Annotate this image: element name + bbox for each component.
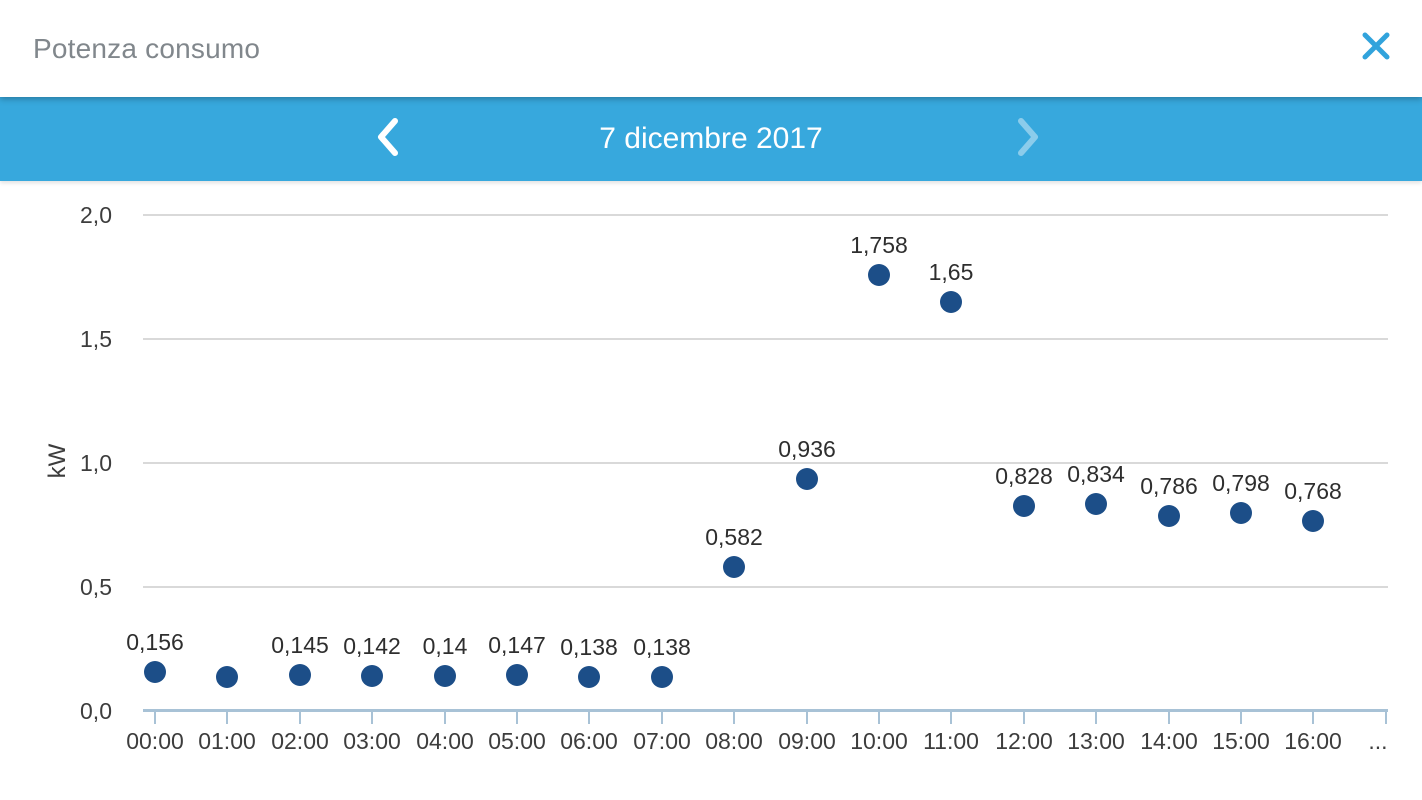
- gridline: [143, 338, 1388, 340]
- x-axis-tick-label: 03:00: [343, 728, 401, 754]
- x-axis-tick: [733, 711, 735, 724]
- data-point-label: 0,138: [633, 634, 691, 660]
- data-point-label: 0,582: [705, 524, 763, 550]
- data-point-label: 0,828: [995, 463, 1053, 489]
- data-point[interactable]: [506, 664, 528, 686]
- x-axis-line: [143, 709, 1388, 712]
- data-point[interactable]: [1302, 510, 1324, 532]
- data-point-label: 0,834: [1067, 461, 1125, 487]
- data-point-label: 0,156: [126, 629, 184, 655]
- x-axis-tick: [1168, 711, 1170, 724]
- data-point-label: 0,14: [422, 633, 468, 659]
- gridline: [143, 586, 1388, 588]
- x-axis-tick: [299, 711, 301, 724]
- data-point-label: 0,138: [560, 634, 618, 660]
- data-point-label: 0,936: [778, 436, 836, 462]
- data-point[interactable]: [144, 661, 166, 683]
- data-point-label: 0,768: [1284, 478, 1342, 504]
- x-axis-tick-label: 08:00: [705, 728, 763, 754]
- x-axis-tick: [806, 711, 808, 724]
- data-point[interactable]: [1013, 495, 1035, 517]
- x-icon: [1360, 30, 1392, 67]
- data-point[interactable]: [651, 666, 673, 688]
- x-axis-tick: [950, 711, 952, 724]
- y-axis-tick-label: 1,0: [80, 450, 112, 476]
- x-axis-tick: [371, 711, 373, 724]
- x-axis-tick-label: 07:00: [633, 728, 691, 754]
- y-axis-tick-label: 0,0: [80, 698, 112, 724]
- y-axis-tick-label: 0,5: [80, 574, 112, 600]
- x-axis-tick: [1240, 711, 1242, 724]
- x-axis-tick-label: 10:00: [850, 728, 908, 754]
- x-axis-tick: [661, 711, 663, 724]
- x-axis-tick-label: 13:00: [1067, 728, 1125, 754]
- next-day-button[interactable]: [1000, 111, 1056, 167]
- x-axis-tick: [226, 711, 228, 724]
- data-point-label: 1,758: [850, 232, 908, 258]
- x-axis-tick: [444, 711, 446, 724]
- x-axis-tick: [1095, 711, 1097, 724]
- data-point[interactable]: [434, 665, 456, 687]
- x-axis-tick-label: 00:00: [126, 728, 184, 754]
- x-axis-tick: [1385, 711, 1387, 724]
- x-axis-tick-label: 01:00: [198, 728, 256, 754]
- x-axis-tick: [588, 711, 590, 724]
- x-axis-tick-label: 02:00: [271, 728, 329, 754]
- data-point[interactable]: [796, 468, 818, 490]
- x-axis-tick-label: 16:00: [1284, 728, 1342, 754]
- date-nav-bar: 7 dicembre 2017: [0, 97, 1422, 181]
- data-point-label: 0,145: [271, 632, 329, 658]
- x-axis-tick-label: 12:00: [995, 728, 1053, 754]
- data-point[interactable]: [940, 291, 962, 313]
- x-axis-tick-label: 09:00: [778, 728, 836, 754]
- data-point-label: 1,65: [928, 259, 974, 285]
- x-axis-tick-label: 15:00: [1212, 728, 1270, 754]
- data-point[interactable]: [868, 264, 890, 286]
- close-button[interactable]: [1348, 20, 1404, 76]
- data-point[interactable]: [1085, 493, 1107, 515]
- data-point-label: 0,147: [488, 632, 546, 658]
- previous-day-button[interactable]: [360, 111, 416, 167]
- x-axis-tick-label: ...: [1368, 728, 1388, 754]
- x-axis-tick: [878, 711, 880, 724]
- y-axis-tick-label: 2,0: [80, 202, 112, 228]
- chevron-left-icon: [375, 116, 401, 163]
- data-point[interactable]: [289, 664, 311, 686]
- data-point-label: 0,786: [1140, 473, 1198, 499]
- x-axis-tick: [154, 711, 156, 724]
- y-axis-tick-label: 1,5: [80, 326, 112, 352]
- data-point[interactable]: [216, 666, 238, 688]
- x-axis-tick-label: 05:00: [488, 728, 546, 754]
- gridline: [143, 214, 1388, 216]
- x-axis-tick: [1312, 711, 1314, 724]
- app-bar: Potenza consumo: [0, 0, 1422, 97]
- data-point[interactable]: [361, 665, 383, 687]
- chevron-right-icon: [1015, 116, 1041, 163]
- data-point[interactable]: [1230, 502, 1252, 524]
- dialog-title: Potenza consumo: [33, 32, 261, 64]
- x-axis-tick-label: 11:00: [923, 728, 979, 754]
- data-point-label: 0,142: [343, 633, 401, 659]
- gridline: [143, 462, 1388, 464]
- data-point[interactable]: [578, 666, 600, 688]
- x-axis-tick-label: 04:00: [416, 728, 474, 754]
- data-point-label: 0,798: [1212, 470, 1270, 496]
- x-axis-tick: [1023, 711, 1025, 724]
- data-point[interactable]: [1158, 505, 1180, 527]
- data-point[interactable]: [723, 556, 745, 578]
- x-axis-tick: [516, 711, 518, 724]
- x-axis-tick-label: 14:00: [1140, 728, 1198, 754]
- date-label: 7 dicembre 2017: [599, 122, 823, 155]
- y-axis-title: kW: [44, 443, 71, 479]
- x-axis-tick-label: 06:00: [560, 728, 618, 754]
